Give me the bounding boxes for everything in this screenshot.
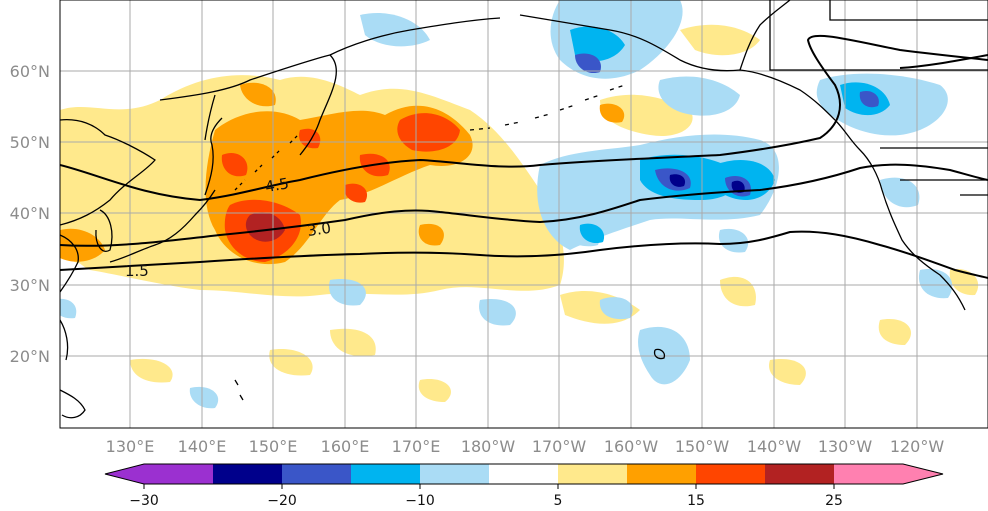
lon-label-140e: 140°E: [178, 437, 227, 456]
colorbar-cell-1: [144, 464, 214, 484]
colorbar-cell-11: [834, 464, 904, 484]
colorbar-cell-3: [282, 464, 352, 484]
colorbar-label-neg20: −20: [267, 493, 297, 509]
colorbar-cell-10: [765, 464, 835, 484]
contour-label-1-5: 1.5: [125, 262, 149, 280]
contour-label-4-5: 4.5: [264, 174, 291, 196]
contour-labels: 4.5 3.0 1.5: [125, 174, 332, 280]
lat-label-20n: 20°N: [10, 347, 50, 366]
colorbar-cell-6: [489, 464, 559, 484]
lon-label-170w: 170°W: [532, 437, 587, 456]
contour-1-5: [60, 230, 988, 279]
lon-label-170e: 170°E: [392, 437, 441, 456]
colorbar-cell-2: [213, 464, 283, 484]
lon-label-160e: 160°E: [321, 437, 370, 456]
contour-label-3-0: 3.0: [306, 219, 332, 240]
colorbar: −30 −20 −10 5 15 25: [104, 463, 944, 509]
colorbar-cell-12: [903, 464, 943, 484]
lon-label-140w: 140°W: [747, 437, 802, 456]
colorbar-cell-5: [420, 464, 490, 484]
colorbar-cell-8: [627, 464, 697, 484]
longitude-labels: 130°E 140°E 150°E 160°E 170°E 180°W 170°…: [106, 437, 945, 456]
colorbar-label-neg10: −10: [405, 493, 435, 509]
lat-label-30n: 30°N: [10, 276, 50, 295]
latitude-labels: 60°N 50°N 40°N 30°N 20°N: [10, 62, 50, 366]
lon-label-150e: 150°E: [249, 437, 298, 456]
coastlines: [60, 0, 988, 419]
colorbar-label-25: 25: [825, 493, 843, 509]
lon-label-180w: 180°W: [461, 437, 516, 456]
lat-label-60n: 60°N: [10, 62, 50, 81]
colorbar-cell-9: [696, 464, 766, 484]
anomaly-dark-blue-regions: [669, 174, 745, 193]
colorbar-label-neg30: −30: [129, 493, 159, 509]
contour-3-0: [60, 163, 988, 247]
lon-label-130e: 130°E: [106, 437, 155, 456]
lon-label-130w: 130°W: [818, 437, 873, 456]
lat-label-50n: 50°N: [10, 133, 50, 152]
colorbar-ticks: [143, 484, 835, 489]
colorbar-cell-0: [105, 464, 144, 484]
lat-label-40n: 40°N: [10, 204, 50, 223]
lon-label-120w: 120°W: [890, 437, 945, 456]
map-panel: 4.5 3.0 1.5: [60, 0, 988, 428]
lon-label-150w: 150°W: [675, 437, 730, 456]
lon-label-160w: 160°W: [604, 437, 659, 456]
colorbar-label-15: 15: [687, 493, 705, 509]
map-frame: [59, 0, 988, 429]
colorbar-cell-7: [558, 464, 628, 484]
anomaly-dark-red-regions: [245, 212, 285, 242]
colorbar-label-5: 5: [554, 493, 563, 509]
contour-top-right: [899, 54, 988, 69]
gridlines: [60, 0, 988, 428]
contour-4-5: [60, 34, 988, 202]
contour-lines: [60, 34, 988, 279]
colorbar-cell-4: [351, 464, 421, 484]
